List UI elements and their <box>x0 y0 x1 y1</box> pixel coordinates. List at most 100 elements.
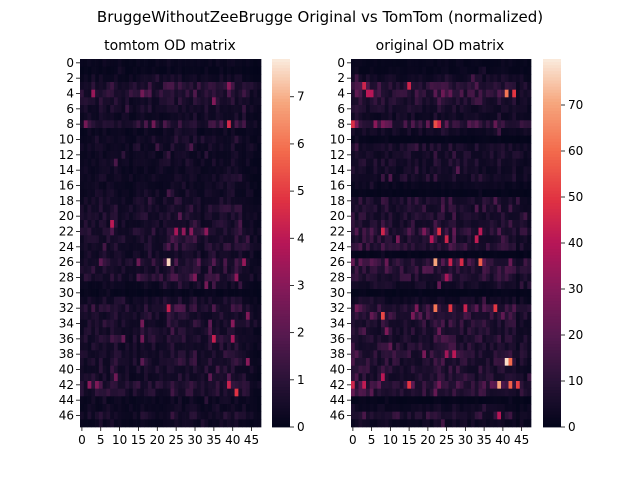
heatmap-cell <box>230 250 235 259</box>
heatmap-cell <box>125 166 130 175</box>
heatmap-cell <box>166 112 171 121</box>
colorbar-segment <box>543 233 561 238</box>
heatmap-cell <box>219 266 224 275</box>
heatmap-cell <box>459 411 464 420</box>
heatmap-cell <box>497 204 502 213</box>
heatmap-cell <box>377 312 382 321</box>
heatmap-cell <box>452 365 457 374</box>
heatmap-cell <box>501 381 506 390</box>
colorbar-segment <box>543 328 561 333</box>
heatmap-cell <box>234 212 239 221</box>
heatmap-cell <box>369 411 374 420</box>
heatmap-cell <box>388 404 393 413</box>
heatmap-cell <box>189 350 194 359</box>
heatmap-cell <box>358 381 363 390</box>
heatmap-cell <box>242 243 247 252</box>
heatmap-cell <box>448 243 453 252</box>
heatmap-cell <box>140 258 145 267</box>
heatmap-cell <box>174 350 179 359</box>
heatmap-cell <box>399 273 404 282</box>
heatmap-cell <box>166 304 171 313</box>
heatmap-cell <box>392 419 397 428</box>
colorbar-segment <box>272 187 290 192</box>
heatmap-cell <box>181 158 186 167</box>
heatmap-cell <box>166 327 171 336</box>
heatmap-cell <box>414 181 419 190</box>
heatmap-cell <box>508 105 513 114</box>
heatmap-cell <box>407 197 412 206</box>
heatmap-cell <box>448 66 453 75</box>
heatmap-cell <box>437 227 442 236</box>
heatmap-cell <box>351 358 356 367</box>
heatmap-cell <box>403 105 408 114</box>
colorbar-segment <box>543 105 561 109</box>
heatmap-cell <box>486 166 491 175</box>
heatmap-cell <box>110 174 115 183</box>
heatmap-cell <box>162 135 168 144</box>
heatmap-cell <box>433 335 438 344</box>
heatmap-cell <box>399 74 404 83</box>
heatmap-cell <box>429 181 434 190</box>
heatmap-cell <box>113 273 119 282</box>
heatmap-cell <box>474 388 479 397</box>
heatmap-cell <box>433 419 438 428</box>
heatmap-cell <box>121 112 126 121</box>
heatmap-cell <box>407 204 412 213</box>
heatmap-cell <box>242 365 247 374</box>
heatmap-cell <box>193 411 198 420</box>
heatmap-cell <box>407 296 412 305</box>
heatmap-cell <box>95 189 100 198</box>
heatmap-cell <box>392 243 397 252</box>
heatmap-cell <box>215 358 220 367</box>
heatmap-cell <box>87 89 92 98</box>
heatmap-cell <box>433 266 438 275</box>
heatmap-cell <box>366 112 371 121</box>
heatmap-cell <box>238 289 243 298</box>
heatmap-cell <box>407 273 412 282</box>
heatmap-cell <box>396 151 401 160</box>
heatmap-cell <box>381 112 386 121</box>
heatmap-cell <box>407 227 412 236</box>
heatmap-cell <box>437 319 442 328</box>
y-tick-label: 10 <box>59 133 74 147</box>
heatmap-cell <box>121 396 126 405</box>
y-tick-label: 12 <box>59 148 74 162</box>
heatmap-cell <box>527 365 532 374</box>
heatmap-cell <box>448 89 453 98</box>
heatmap-cell <box>516 120 521 129</box>
heatmap-cell <box>80 151 85 160</box>
heatmap-cell <box>113 105 119 114</box>
heatmap-cell <box>204 365 209 374</box>
heatmap-cell <box>399 197 404 206</box>
heatmap-cell <box>200 296 205 305</box>
heatmap-cell <box>358 258 363 267</box>
heatmap-cell <box>110 312 115 321</box>
heatmap-cell <box>200 381 205 390</box>
heatmap-cell <box>516 135 521 144</box>
heatmap-cell <box>377 220 382 229</box>
heatmap-cell <box>178 97 183 106</box>
heatmap-cell <box>129 212 134 221</box>
heatmap-cell <box>91 204 96 213</box>
heatmap-cell <box>519 304 524 313</box>
heatmap-cell <box>242 404 247 413</box>
heatmap-cell <box>196 243 202 252</box>
heatmap-cell <box>501 327 506 336</box>
heatmap-cell <box>185 373 190 382</box>
heatmap-cell <box>125 243 130 252</box>
heatmap-cell <box>113 243 119 252</box>
heatmap-cell <box>516 189 521 198</box>
heatmap-cell <box>459 296 464 305</box>
heatmap-cell <box>471 281 476 290</box>
heatmap-cell <box>463 235 468 244</box>
heatmap-cell <box>170 204 175 213</box>
heatmap-cell <box>181 373 186 382</box>
heatmap-cell <box>392 97 397 106</box>
heatmap-cell <box>523 143 528 152</box>
heatmap-cell <box>159 59 164 68</box>
heatmap-cell <box>403 319 408 328</box>
heatmap-cell <box>91 250 96 259</box>
heatmap-cell <box>384 197 389 206</box>
heatmap-cell <box>381 66 386 75</box>
heatmap-cell <box>196 82 202 91</box>
